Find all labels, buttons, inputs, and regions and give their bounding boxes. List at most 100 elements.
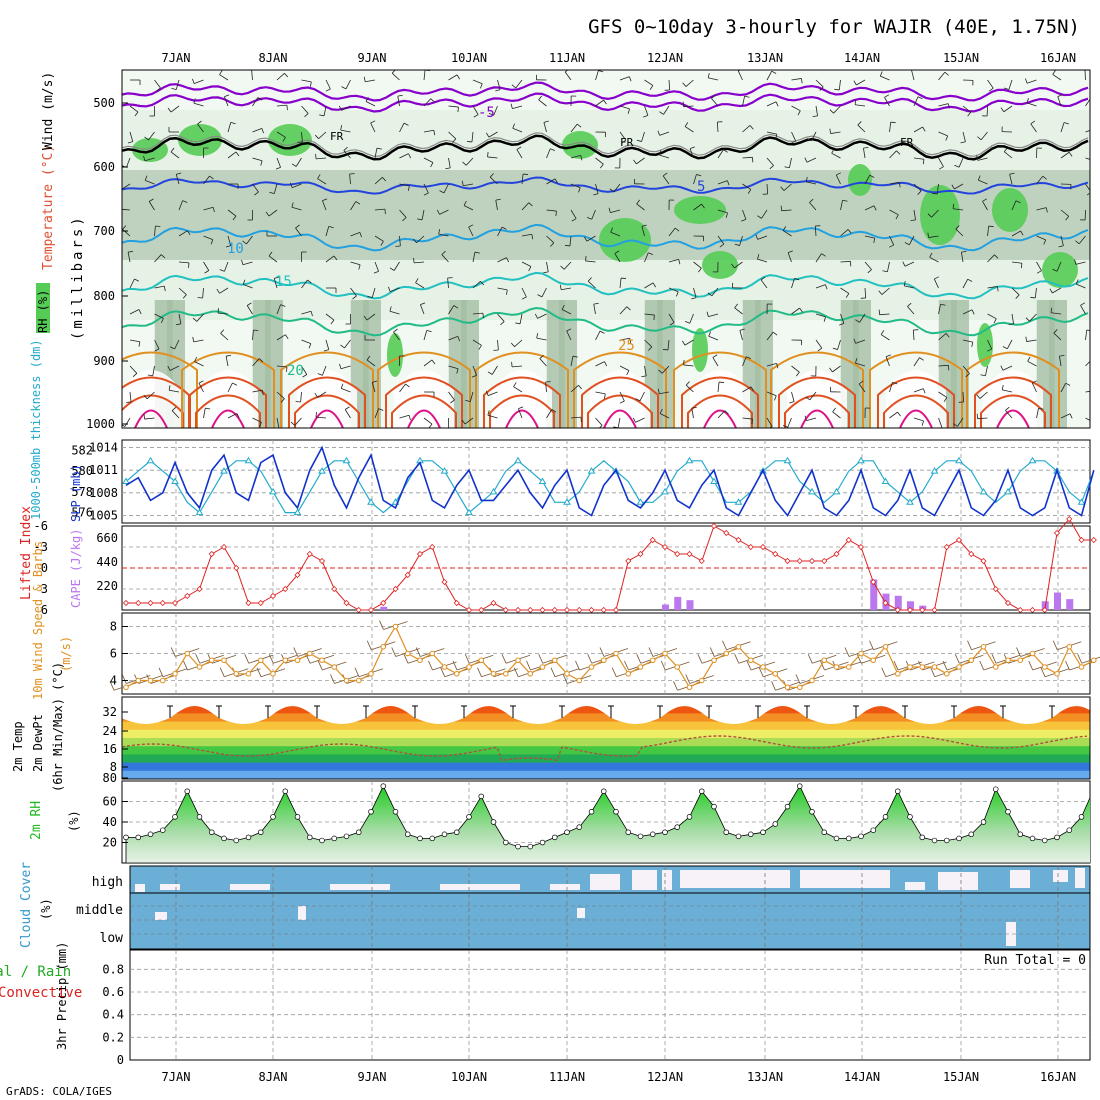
li-point bbox=[637, 550, 644, 558]
pressure-tick: 600 bbox=[93, 160, 115, 174]
cape-tick: 660 bbox=[96, 531, 118, 545]
wind-point bbox=[845, 664, 852, 670]
li-point bbox=[772, 550, 779, 558]
wind-panel: 8 6 4 10m Wind Speed & Barbs (m/s) bbox=[31, 541, 1100, 700]
wind-point bbox=[613, 650, 619, 657]
rh2m-point bbox=[172, 814, 178, 820]
wind-point bbox=[490, 670, 497, 677]
temp-curve bbox=[122, 697, 1090, 724]
contour-label-15: 15 bbox=[275, 274, 292, 290]
rh2m-point bbox=[686, 814, 693, 820]
rh2m-point bbox=[956, 835, 962, 842]
wind-point bbox=[159, 677, 166, 684]
cape-bar bbox=[380, 606, 388, 610]
thickness-point bbox=[906, 498, 914, 505]
thickness-tick: 576 bbox=[71, 506, 93, 520]
thickness-point bbox=[636, 498, 645, 505]
precip-ylabel-3: 3hr Precip (mm) bbox=[55, 942, 69, 1050]
thickness-point bbox=[195, 508, 204, 516]
upper-ylabel-wind: Wind (m/s) bbox=[41, 72, 56, 150]
wind-point bbox=[551, 657, 558, 664]
upper-ylabel-rh: RH (%) bbox=[36, 290, 50, 333]
rh2m-point bbox=[637, 833, 644, 840]
li-point bbox=[698, 557, 705, 565]
rh2m-point bbox=[1041, 837, 1048, 844]
wind-point bbox=[319, 657, 325, 664]
wind-point bbox=[172, 670, 178, 677]
cloud-gap bbox=[1075, 868, 1085, 888]
li-point bbox=[122, 599, 130, 607]
li-point bbox=[416, 550, 424, 558]
rh2m-point bbox=[821, 829, 827, 835]
cape-bar bbox=[1066, 599, 1074, 610]
rh2m-point bbox=[600, 788, 607, 794]
wind-point bbox=[686, 684, 693, 691]
li-point bbox=[686, 550, 693, 558]
thickness-point bbox=[808, 487, 816, 495]
date-label-9jan: 9JAN bbox=[358, 51, 387, 65]
li-point bbox=[343, 599, 350, 607]
precip-tick: 0.4 bbox=[102, 1008, 124, 1022]
thickness-point bbox=[563, 498, 571, 505]
wind-point bbox=[270, 670, 276, 677]
rh2m-point bbox=[735, 833, 742, 840]
wind-point bbox=[257, 657, 264, 664]
rh2m-point bbox=[943, 837, 950, 844]
wind-point bbox=[1041, 664, 1048, 670]
li-point bbox=[1066, 515, 1073, 523]
li-point bbox=[992, 585, 999, 593]
li-point bbox=[318, 557, 326, 565]
li-tick: -6 bbox=[34, 519, 48, 533]
li-point bbox=[441, 578, 448, 586]
cloud-level-low: low bbox=[100, 931, 124, 946]
rh2m-point bbox=[711, 803, 717, 810]
cape-bar bbox=[907, 601, 914, 610]
date-label-8jan: 8JAN bbox=[259, 1070, 288, 1084]
rh2m-point bbox=[147, 831, 154, 838]
wind-point bbox=[380, 643, 387, 650]
rh2m-point bbox=[625, 829, 631, 835]
li-point bbox=[282, 585, 289, 593]
contour-label-20: 20 bbox=[287, 363, 304, 379]
rh2m-point bbox=[184, 788, 191, 794]
wind-point bbox=[1029, 650, 1036, 657]
rh2m-point bbox=[894, 788, 901, 794]
rh2m-point bbox=[674, 824, 680, 830]
cloud-ylabel-units: (%) bbox=[39, 898, 53, 920]
rh2m-point bbox=[613, 808, 619, 815]
thickness-point bbox=[881, 477, 890, 484]
thickness-point bbox=[1077, 498, 1086, 505]
wind-point bbox=[833, 664, 840, 670]
rh2m-point bbox=[588, 808, 595, 815]
slp-tick: 1014 bbox=[89, 441, 118, 455]
rh2m-point bbox=[698, 788, 705, 794]
wind-point bbox=[184, 650, 191, 657]
li-tick: 0 bbox=[41, 561, 48, 575]
cloud-gap bbox=[1010, 870, 1030, 888]
precip-tick: 0.2 bbox=[102, 1030, 124, 1044]
thickness-point bbox=[538, 477, 547, 484]
li-ylabel: Lifted Index bbox=[19, 506, 34, 600]
wind-point bbox=[772, 670, 779, 677]
wind-point bbox=[466, 664, 472, 670]
thickness-point bbox=[930, 467, 939, 474]
wind-point bbox=[135, 677, 142, 684]
rh2m-point bbox=[870, 827, 876, 833]
rh2m-point bbox=[466, 814, 472, 820]
li-point bbox=[845, 536, 852, 544]
thickness-point bbox=[171, 477, 179, 484]
precip-ylabel-2: Convective bbox=[0, 985, 82, 1001]
li-point bbox=[257, 599, 264, 607]
wind-ylabel-units: (m/s) bbox=[59, 636, 73, 672]
thickness-point bbox=[293, 508, 302, 516]
date-label-11jan: 11JAN bbox=[549, 51, 585, 65]
rh2m-point bbox=[1078, 814, 1085, 820]
slp-thickness-panel: 582 580 578 576 1014 1011 1008 1005 1000-500mb … bbox=[29, 339, 1095, 524]
rh2m-point bbox=[833, 835, 840, 842]
y-tick: 8 bbox=[110, 620, 117, 634]
rh2m-point bbox=[649, 831, 656, 838]
temp-ylabel-2: 2m DewPt bbox=[31, 714, 45, 772]
rh2m-point bbox=[294, 814, 301, 820]
